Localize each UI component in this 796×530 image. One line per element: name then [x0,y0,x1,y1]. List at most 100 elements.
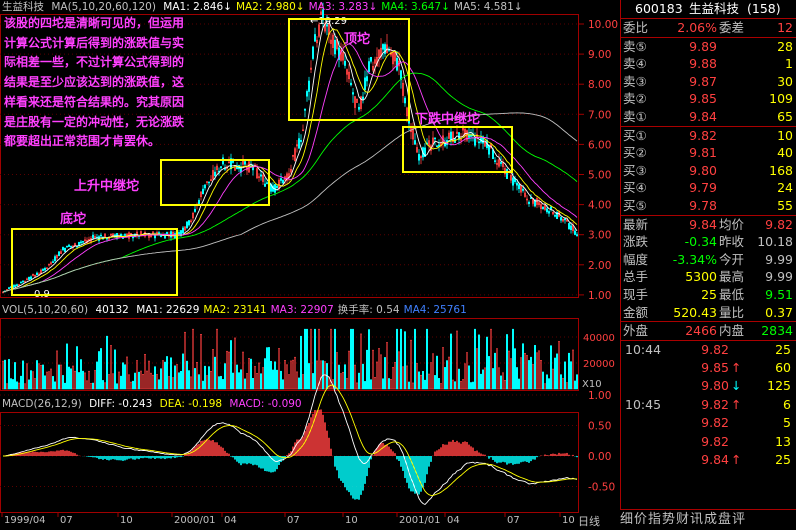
price-axis-label: 3.00 [588,230,611,242]
volume-bar [281,379,284,390]
ma1-value: MA1: 2.846↓ [163,1,232,13]
candle-body [483,141,486,147]
volume-bar [555,353,558,390]
volume-bar [383,357,386,390]
volume-bar [493,352,496,390]
period-label[interactable]: 日线 [578,515,600,528]
volume-bar [88,370,91,390]
stat-label: 涨跌 [623,234,649,250]
price-axis-label: 4.00 [588,200,611,212]
sell-row: 卖① 9.84 65 [621,108,796,126]
buy-row-volume: 40 [777,145,793,161]
candle-body [212,170,215,180]
candle-body [190,220,193,223]
volume-bar [409,339,412,390]
volume-bar [4,359,7,390]
volume-bar [120,375,123,390]
volume-bar [76,346,79,390]
tick-list[interactable]: 10:44 9.82 25 9.85 ↑ 60 9.80 ↓ 125 10:45 9.82 ↑ 6 9.8… [621,341,796,470]
volume-bar [523,353,526,390]
volume-bar [553,357,556,390]
volume-bar [78,372,81,390]
volume-bar [443,367,446,390]
volume-bar [395,328,398,390]
note-line: 都要超出正常范围才肯罢休。 [4,134,161,149]
volume-bar [196,362,199,390]
sell-row-label: 卖③ [623,73,647,89]
candle-body [515,182,518,186]
volume-bar [104,382,107,390]
candle-body [126,233,129,236]
tick-row: 9.80 ↓ 125 [621,377,796,395]
candle-body [433,137,436,140]
buy-row-volume: 10 [777,127,793,143]
volume-bar [421,370,424,390]
macd-diff: DIFF: -0.243 [89,398,153,410]
candle-body [419,156,422,159]
candle-body [55,254,58,259]
date-axis-label: 10 [562,515,575,526]
candle-body [178,232,181,235]
candle-body [208,181,211,184]
volume-bar [255,373,258,390]
volume-bar [31,371,34,390]
candle-body [311,46,314,59]
macd-indicator-header: MACD(26,12,9) DIFF: -0.243 DEA: -0.198 M… [2,397,306,411]
volume-bar [172,377,175,390]
volume-bar [98,351,101,390]
candle-body [345,69,348,75]
volume-bar [469,382,472,390]
stat-value: 9.84 [689,216,717,232]
sell-row-price: 9.88 [689,56,717,72]
kline-chart-area[interactable]: 10.00 9.00 8.00 7.00 6.00 5.00 4.00 3.00 2.00 1.0… [0,0,620,529]
volume-bar [53,381,56,390]
volume-bar [287,374,290,390]
sell-row-price: 9.84 [689,108,717,124]
bottom-function-bar[interactable]: 细价指势财讯成盘评 [620,509,796,530]
volume-bar [445,360,448,390]
volume-bar [156,374,159,390]
candle-body [281,179,284,184]
volume-bar [431,353,434,390]
volume-bar [511,328,514,390]
volume-bar [192,328,195,390]
candle-body [343,60,346,66]
stat-value: 9.99 [765,251,793,267]
stat-row: 总手 5300 最高 9.99 [621,268,796,286]
volume-bar [150,372,153,390]
volume-bar [363,381,366,390]
volume-bar [575,374,578,390]
tick-row: 9.85 ↑ 60 [621,359,796,377]
volume-bar [226,350,229,390]
volume-bar [214,356,217,390]
volume-bar [355,382,358,390]
volume-bar [148,360,151,390]
date-axis-label: 07 [507,515,520,526]
stat-row: 涨跌 -0.34 昨收 10.18 [621,233,796,251]
candle-body [188,220,191,226]
tick-price: 9.82 [701,396,729,412]
candle-body [17,284,20,286]
note-line: 样看来还是符合结果的。究其原因 [4,94,185,109]
volume-bar [509,358,512,390]
macd-axis-label: 1.00 [588,390,611,402]
volume-bar [182,353,185,390]
volume-bar [561,378,564,390]
candle-body [559,217,562,221]
stat-value: 9.82 [765,216,793,232]
candle-body [307,80,310,92]
volume-bar [539,360,542,390]
volume-bar [269,360,272,390]
volume-bar [25,363,28,390]
volume-bar [305,328,308,390]
buy-row-label: 买⑤ [623,197,647,213]
candle-body [116,233,119,238]
volume-bar [271,369,274,390]
sell-row-volume: 28 [777,38,793,54]
volume-bar [389,379,392,390]
volume-bar [158,379,161,390]
volume-bar [248,358,251,390]
candle-body [174,233,177,239]
ma5-value: MA5: 4.581↓ [453,1,523,13]
tick-time: 10:44 [625,341,662,357]
